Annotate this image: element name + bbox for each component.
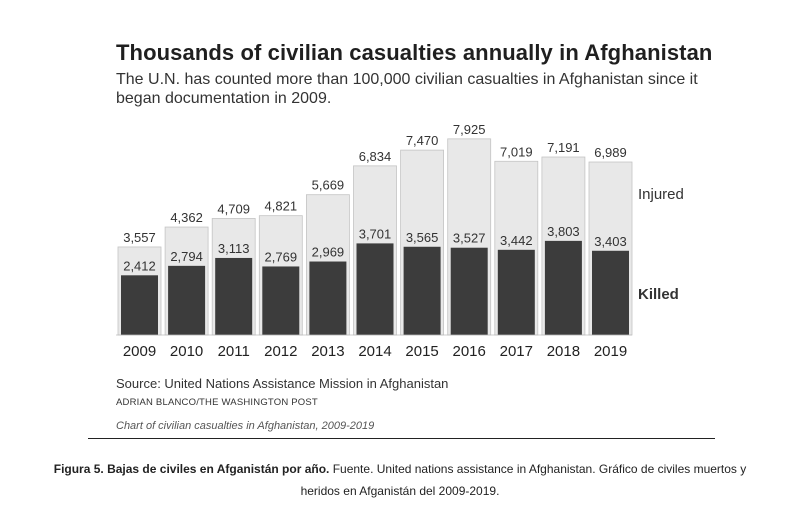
injured-label-2013: 5,669: [312, 178, 345, 193]
killed-bar-2019: [592, 250, 629, 335]
injured-label-2018: 7,191: [547, 140, 580, 155]
x-tick-2015: 2015: [405, 343, 438, 360]
figure-caption: Figura 5. Bajas de civiles en Afganistán…: [50, 458, 750, 502]
figure-caption-label: Figura 5. Bajas de civiles en Afganistán…: [53, 462, 330, 476]
injured-label-2012: 4,821: [265, 199, 298, 214]
injured-label-2019: 6,989: [594, 145, 627, 160]
credit-line: ADRIAN BLANCO/THE WASHINGTON POST: [116, 397, 318, 408]
killed-label-2016: 3,527: [453, 231, 486, 246]
chart-title: Thousands of civilian casualties annuall…: [116, 40, 713, 65]
x-tick-2009: 2009: [123, 343, 156, 360]
figure-caption-text: Fuente. United nations assistance in Afg…: [300, 462, 747, 498]
x-tick-2013: 2013: [311, 343, 344, 360]
image-caption: Chart of civilian casualties in Afghanis…: [116, 420, 375, 432]
injured-label-2011: 4,709: [217, 201, 250, 216]
killed-bar-2012: [262, 266, 300, 335]
injured-label-2017: 7,019: [500, 144, 533, 159]
killed-label-2009: 2,412: [123, 258, 156, 273]
killed-label-2015: 3,565: [406, 230, 439, 245]
x-tick-2014: 2014: [358, 343, 391, 360]
x-tick-2018: 2018: [547, 343, 580, 360]
killed-label-2014: 3,701: [359, 226, 392, 241]
killed-bar-2018: [544, 240, 582, 335]
x-tick-2017: 2017: [500, 343, 533, 360]
killed-bar-2016: [450, 247, 488, 335]
injured-label-2016: 7,925: [453, 122, 486, 137]
killed-bar-2009: [121, 275, 158, 335]
injured-label-2010: 4,362: [170, 210, 203, 225]
killed-label-2011: 3,113: [218, 241, 250, 256]
x-axis-tick-labels: 2009 2010 2011 2012 2013 2014 2015 2016 2017 2018…: [123, 343, 627, 360]
killed-bar-2011: [215, 257, 253, 335]
x-tick-2012: 2012: [264, 343, 297, 360]
x-tick-2016: 2016: [453, 343, 486, 360]
source-note: Source: United Nations Assistance Missio…: [116, 376, 449, 391]
legend-killed: Killed: [638, 286, 679, 303]
killed-label-2010: 2,794: [170, 249, 203, 264]
killed-label-2018: 3,803: [547, 224, 580, 239]
injured-label-2009: 3,557: [123, 230, 156, 245]
chart-subtitle: The U.N. has counted more than 100,000 c…: [116, 71, 698, 107]
injured-label-2014: 6,834: [359, 149, 392, 164]
killed-bar-2013: [309, 261, 347, 335]
killed-label-2013: 2,969: [312, 245, 345, 260]
killed-bar-2014: [356, 243, 394, 335]
caption-divider: [88, 438, 715, 439]
killed-bar-2010: [168, 265, 206, 335]
injured-label-2015: 7,470: [406, 133, 439, 148]
data-labels: 3,557 2,412 4,362 2,794 4,709 3,113 4,821 2,769…: [123, 122, 627, 273]
x-tick-2011: 2011: [218, 343, 250, 360]
killed-label-2017: 3,442: [500, 233, 533, 248]
killed-bar-2017: [497, 249, 535, 335]
legend-injured: Injured: [638, 186, 684, 203]
x-tick-2019: 2019: [594, 343, 627, 360]
killed-bars: [121, 240, 629, 335]
x-tick-2010: 2010: [170, 343, 203, 360]
killed-label-2012: 2,769: [265, 249, 298, 264]
killed-bar-2015: [403, 246, 441, 335]
killed-label-2019: 3,403: [594, 234, 627, 249]
